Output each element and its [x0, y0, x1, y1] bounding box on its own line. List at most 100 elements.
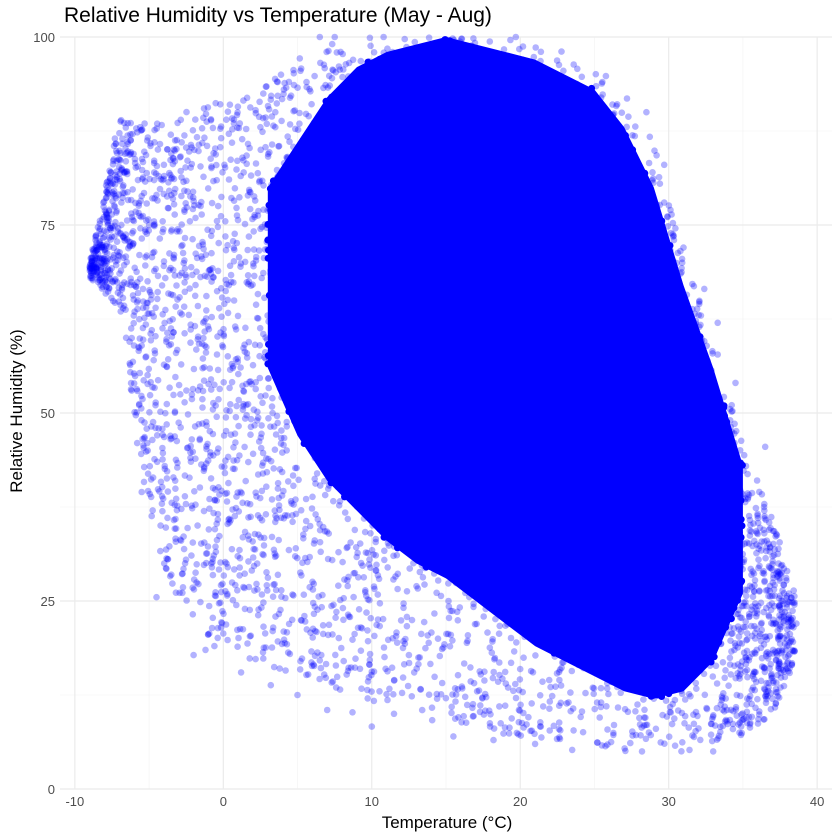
data-point	[464, 632, 472, 639]
data-point	[487, 711, 494, 718]
data-point	[207, 376, 215, 383]
data-point	[100, 244, 108, 251]
data-point	[191, 488, 198, 495]
data-point	[774, 572, 782, 579]
data-point	[303, 78, 310, 86]
data-point	[297, 507, 305, 514]
data-point	[165, 187, 173, 195]
data-point	[220, 610, 227, 618]
data-point	[138, 342, 145, 349]
data-point	[434, 635, 442, 642]
data-point	[404, 682, 412, 690]
data-point	[738, 640, 746, 647]
data-point	[153, 120, 161, 127]
data-point	[87, 265, 94, 273]
data-point	[780, 565, 788, 572]
data-point	[171, 137, 179, 144]
data-point	[232, 504, 240, 512]
data-point	[227, 431, 235, 439]
data-point	[593, 739, 601, 746]
data-point	[368, 546, 376, 554]
data-point	[185, 311, 193, 319]
data-point	[251, 587, 258, 594]
data-point	[776, 577, 783, 584]
data-point	[651, 147, 658, 154]
data-point	[340, 657, 348, 665]
data-point	[87, 272, 95, 280]
data-point	[120, 182, 127, 189]
data-point	[184, 188, 191, 195]
data-point	[212, 548, 220, 556]
data-point	[143, 217, 150, 224]
data-point	[251, 530, 259, 538]
data-point	[267, 96, 275, 103]
data-point	[106, 167, 113, 175]
data-point	[128, 210, 135, 217]
data-point	[131, 372, 139, 380]
data-point	[178, 570, 186, 578]
data-point	[413, 665, 421, 672]
data-point	[324, 631, 332, 639]
data-point	[138, 213, 145, 221]
data-point	[170, 175, 178, 183]
data-point	[123, 236, 131, 243]
data-point	[390, 576, 397, 583]
data-point	[97, 230, 105, 238]
data-point	[210, 452, 217, 459]
data-point	[138, 155, 146, 163]
data-point	[159, 495, 167, 503]
data-point	[345, 664, 352, 672]
data-point	[322, 81, 329, 89]
data-point	[207, 117, 215, 124]
data-point	[749, 670, 757, 678]
data-point	[142, 253, 149, 261]
data-point	[253, 493, 260, 500]
data-point	[256, 324, 264, 332]
data-point	[708, 715, 716, 723]
data-point	[749, 650, 756, 658]
data-point	[114, 252, 122, 259]
data-point	[246, 378, 253, 386]
data-point	[328, 40, 336, 48]
data-point	[260, 182, 267, 189]
data-point	[449, 637, 456, 644]
data-point	[317, 664, 325, 672]
data-point	[755, 602, 762, 610]
data-point	[215, 239, 222, 247]
data-point	[417, 685, 424, 693]
data-point	[788, 661, 796, 668]
data-point	[271, 446, 279, 454]
data-point	[225, 130, 233, 138]
data-point	[93, 255, 101, 263]
data-point	[169, 291, 177, 299]
data-point	[347, 539, 354, 546]
data-point	[150, 169, 158, 176]
data-point	[223, 498, 231, 505]
data-point	[143, 230, 151, 237]
data-point	[95, 277, 103, 284]
data-point	[170, 329, 177, 336]
data-point	[520, 724, 527, 731]
data-point	[262, 511, 270, 518]
data-point	[157, 522, 164, 529]
data-point	[741, 586, 749, 593]
data-point	[599, 78, 606, 86]
data-point	[230, 566, 238, 573]
data-point	[117, 116, 125, 124]
data-point	[93, 239, 100, 246]
data-point	[105, 214, 112, 221]
data-point	[408, 693, 416, 700]
data-point	[239, 626, 247, 633]
data-point	[669, 231, 677, 238]
data-point	[180, 545, 188, 553]
data-point	[296, 120, 303, 127]
data-point	[103, 188, 110, 196]
data-point	[307, 629, 314, 636]
data-point	[239, 406, 247, 414]
data-point	[775, 694, 783, 701]
data-point	[689, 732, 696, 739]
data-point	[464, 637, 471, 645]
data-point	[278, 640, 286, 648]
data-point	[151, 126, 158, 134]
data-point	[108, 181, 115, 188]
